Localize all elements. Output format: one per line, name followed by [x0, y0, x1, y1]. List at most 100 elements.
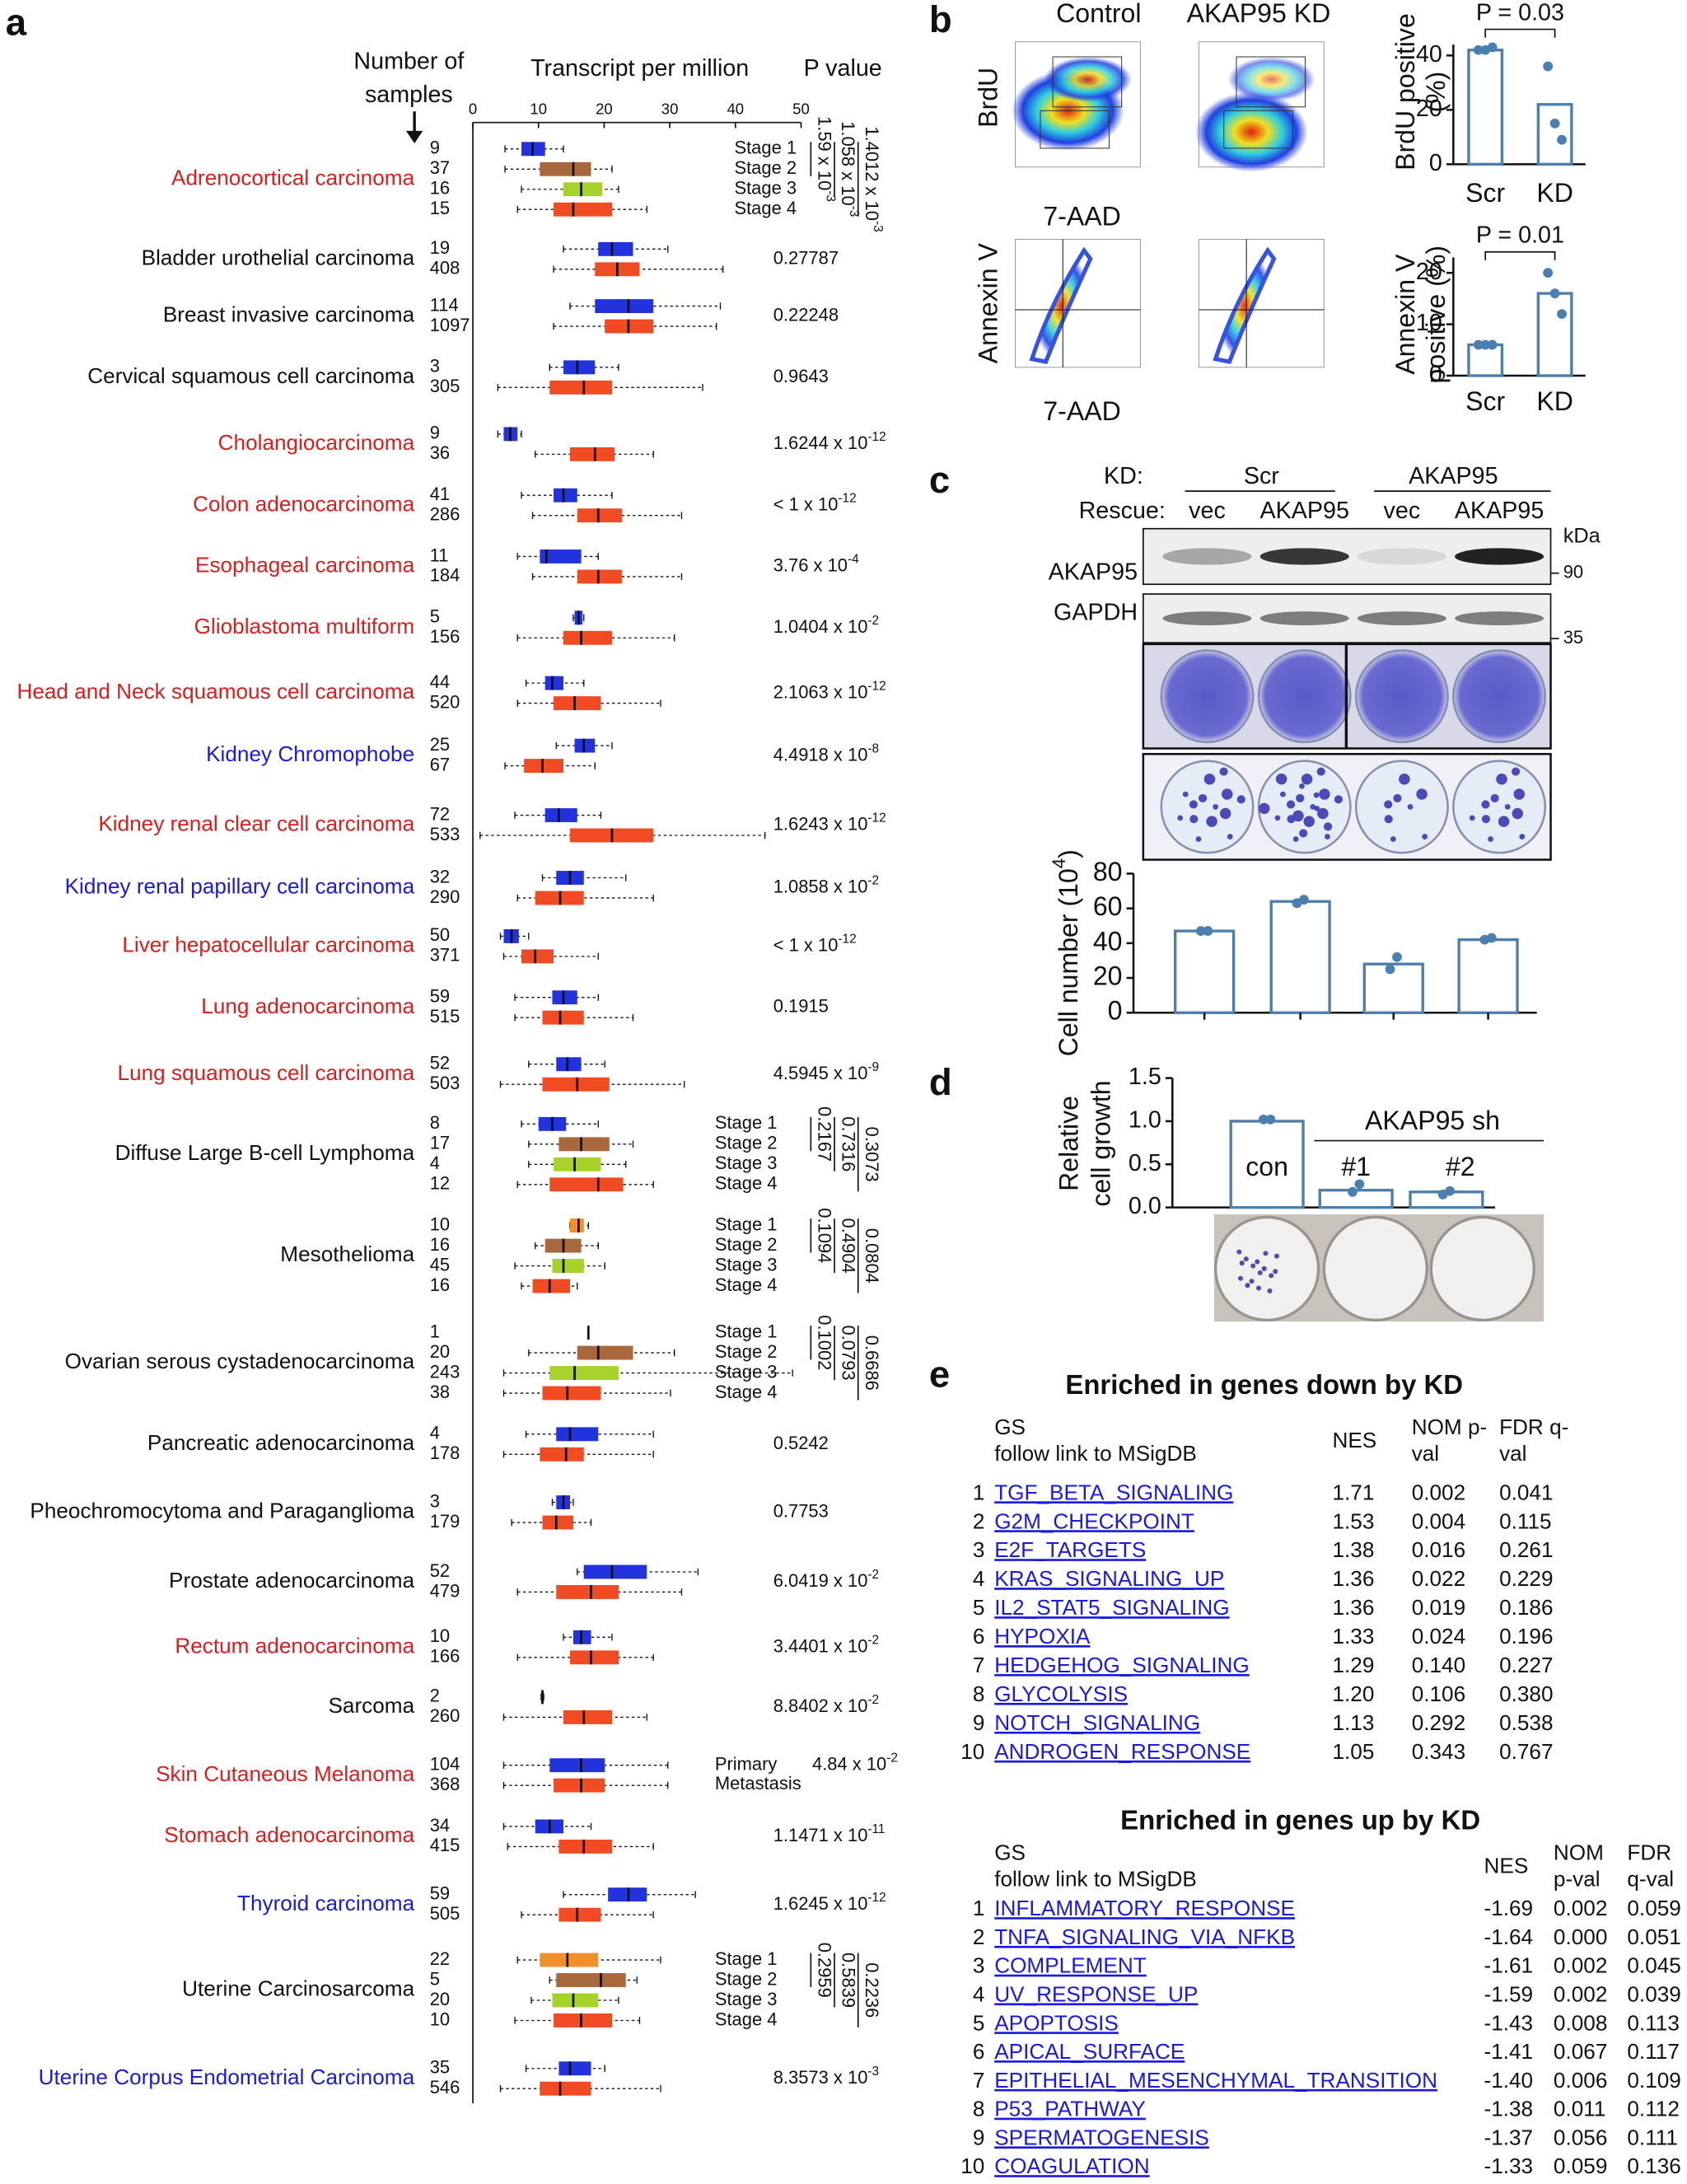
rescue-condition: vec: [1384, 498, 1421, 524]
table-cell: -1.61: [1484, 1953, 1533, 1978]
sample-count: 20: [430, 1989, 450, 2009]
flow-x-label: 7-AAD: [1043, 202, 1120, 231]
table-cell: -1.64: [1484, 1924, 1533, 1949]
flow-y-label: BrdU: [974, 68, 1003, 128]
gene-set-link[interactable]: HYPOXIA: [994, 1624, 1091, 1649]
table-cell: 0.002: [1554, 1982, 1607, 2007]
p-value-text: 3.4401 x 10: [773, 1635, 868, 1656]
gene-set-link[interactable]: IL2_STAT5_SIGNALING: [994, 1595, 1229, 1620]
p-value-exp: -2: [886, 1751, 898, 1765]
table-cell: 0.002: [1412, 1480, 1465, 1504]
colony: [1189, 800, 1198, 809]
x-tick-label: 10: [530, 100, 547, 117]
p-value: 0.1915: [773, 996, 829, 1017]
gene-set-link[interactable]: APICAL_SURFACE: [994, 2039, 1185, 2064]
flow-density: [1194, 91, 1308, 172]
sample-count: 36: [430, 442, 450, 463]
box: [583, 1564, 647, 1579]
gene-set-link[interactable]: HEDGEHOG_SIGNALING: [994, 1653, 1250, 1677]
sample-count: 17: [430, 1133, 450, 1153]
panel-label: b: [929, 0, 952, 40]
cancer-name: Prostate adenocarcinoma: [169, 1568, 415, 1592]
gene-set-link[interactable]: COAGULATION: [994, 2154, 1149, 2178]
sample-count: 44: [430, 671, 450, 692]
x-tick-label: KD: [1536, 178, 1573, 208]
p-value: < 1 x 10-12: [773, 932, 857, 955]
row-index: 1: [973, 1896, 985, 1920]
sample-count: 286: [430, 503, 460, 524]
p-value-text: 4.5945 x 10: [773, 1063, 868, 1083]
y-axis-label: (%): [1421, 72, 1451, 113]
gene-set-link[interactable]: E2F_TARGETS: [994, 1537, 1146, 1562]
row-index: 3: [973, 1537, 985, 1562]
cancer-name: Breast invasive carcinoma: [163, 302, 415, 327]
sample-count: 3: [430, 1490, 440, 1511]
box: [549, 1758, 605, 1773]
p-value: 4.84 x 10-2: [812, 1751, 898, 1774]
kd-group: AKAP95: [1409, 463, 1498, 489]
table-cell: 1.20: [1332, 1681, 1374, 1706]
row-index: 10: [960, 1739, 984, 1764]
gene-set-link[interactable]: TGF_BETA_SIGNALING: [994, 1480, 1233, 1504]
box: [554, 1778, 605, 1793]
box: [558, 1840, 612, 1854]
box: [556, 1973, 626, 1987]
colony: [1269, 1273, 1274, 1279]
colony: [1236, 795, 1245, 804]
gene-set-link[interactable]: COMPLEMENT: [994, 1953, 1147, 1978]
x-tick-label: 50: [792, 100, 810, 117]
box: [554, 202, 612, 217]
gene-set-link[interactable]: KRAS_SIGNALING_UP: [994, 1566, 1224, 1591]
data-point: [1385, 964, 1395, 975]
y-tick-label: 0.5: [1129, 1150, 1161, 1176]
size-marker: 90: [1563, 562, 1583, 582]
group-label: Stage 3: [715, 1254, 778, 1274]
gene-set-link[interactable]: INFLAMMATORY_RESPONSE: [994, 1896, 1295, 1920]
colony: [1498, 816, 1510, 827]
colony: [1512, 807, 1524, 820]
sample-count: 5: [430, 606, 440, 627]
gene-set-link[interactable]: APOPTOSIS: [994, 2010, 1119, 2035]
table-cell: 0.022: [1412, 1566, 1465, 1591]
culture-plate: [1160, 760, 1255, 854]
gene-set-link[interactable]: G2M_CHECKPOINT: [994, 1508, 1194, 1533]
group-label: Metastasis: [715, 1773, 801, 1793]
p-value-text: 8.3573 x 10: [773, 2067, 868, 2088]
data-point: [1557, 134, 1567, 145]
cancer-name: Diffuse Large B-cell Lymphoma: [115, 1140, 415, 1165]
colony: [1496, 773, 1507, 785]
y-axis-label-sup: 4: [1049, 858, 1069, 868]
sample-count: 290: [430, 886, 460, 907]
box: [542, 1010, 584, 1025]
colony: [1245, 1283, 1250, 1288]
stage-p-value-text: 1.058 x 10: [838, 121, 858, 205]
colony: [1512, 767, 1521, 776]
gene-set-link[interactable]: EPITHELIAL_MESENCHYMAL_TRANSITION: [994, 2068, 1437, 2093]
bar: [1467, 49, 1504, 166]
colony: [1384, 815, 1393, 824]
cancer-name: Head and Neck squamous cell carcinoma: [16, 679, 414, 704]
table-cell: 1.05: [1332, 1739, 1374, 1764]
p-value-text: < 1 x 10: [773, 493, 839, 514]
box: [542, 1386, 601, 1401]
column-header: val: [1499, 1441, 1526, 1466]
gene-set-link[interactable]: GLYCOLYSIS: [994, 1681, 1128, 1706]
colony: [1469, 815, 1475, 821]
flow-y-label: Annexin V: [974, 243, 1003, 364]
colony: [1177, 815, 1184, 821]
stage-p-value-exp: -3: [871, 221, 885, 232]
sample-count: 2: [430, 1686, 440, 1706]
group-label: AKAP95 sh: [1365, 1106, 1500, 1135]
data-point: [1354, 1179, 1365, 1190]
group-label: Stage 4: [715, 1173, 778, 1194]
gene-set-link[interactable]: TNFA_SIGNALING_VIA_NFKB: [994, 1924, 1295, 1949]
box: [532, 1279, 570, 1293]
gene-set-link[interactable]: NOTCH_SIGNALING: [994, 1710, 1200, 1735]
table-cell: 0.113: [1627, 2010, 1680, 2035]
gene-set-link[interactable]: SPERMATOGENESIS: [994, 2125, 1209, 2149]
gene-set-link[interactable]: ANDROGEN_RESPONSE: [994, 1739, 1250, 1764]
row-index: 2: [973, 1508, 985, 1533]
gene-set-link[interactable]: P53_PATHWAY: [994, 2097, 1146, 2121]
gene-set-link[interactable]: UV_RESPONSE_UP: [994, 1982, 1198, 2007]
colony: [1199, 793, 1208, 802]
